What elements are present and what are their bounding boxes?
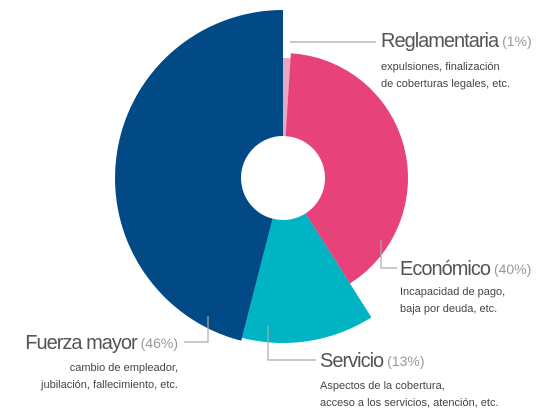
category-label: Servicio (13%) [320, 350, 425, 372]
value-label: (13%) [387, 353, 424, 369]
description: expulsiones, finalización [381, 61, 500, 73]
category-label: Económico (40%) [400, 258, 531, 280]
category-name: Reglamentaria [381, 30, 500, 52]
value-label: (40%) [494, 261, 531, 277]
description: Incapacidad de pago, [400, 286, 505, 298]
category-name: Servicio [320, 350, 384, 372]
leader-line [184, 316, 209, 343]
category-name: Fuerza mayor [25, 332, 138, 354]
slices [114, 10, 408, 344]
slice [241, 213, 372, 344]
slice [114, 10, 283, 341]
description: cambio de empleador, [70, 362, 178, 374]
description: baja por deuda, etc. [400, 303, 497, 315]
value-label: (1%) [502, 33, 532, 49]
description: Aspectos de la cobertura, [320, 380, 445, 392]
description: de coberturas legales, etc. [381, 78, 510, 90]
category-label: Reglamentaria (1%) [381, 30, 532, 52]
slice [283, 58, 291, 137]
category-label: Fuerza mayor (46%) [25, 332, 178, 354]
description: acceso a los servicios, atención, etc. [320, 397, 499, 409]
value-label: (46%) [141, 335, 178, 351]
slice [285, 53, 408, 284]
category-name: Económico [400, 258, 491, 280]
leader-line [267, 326, 316, 361]
description: jubilación, fallecimiento, etc. [40, 379, 178, 391]
leader-line [380, 240, 397, 269]
